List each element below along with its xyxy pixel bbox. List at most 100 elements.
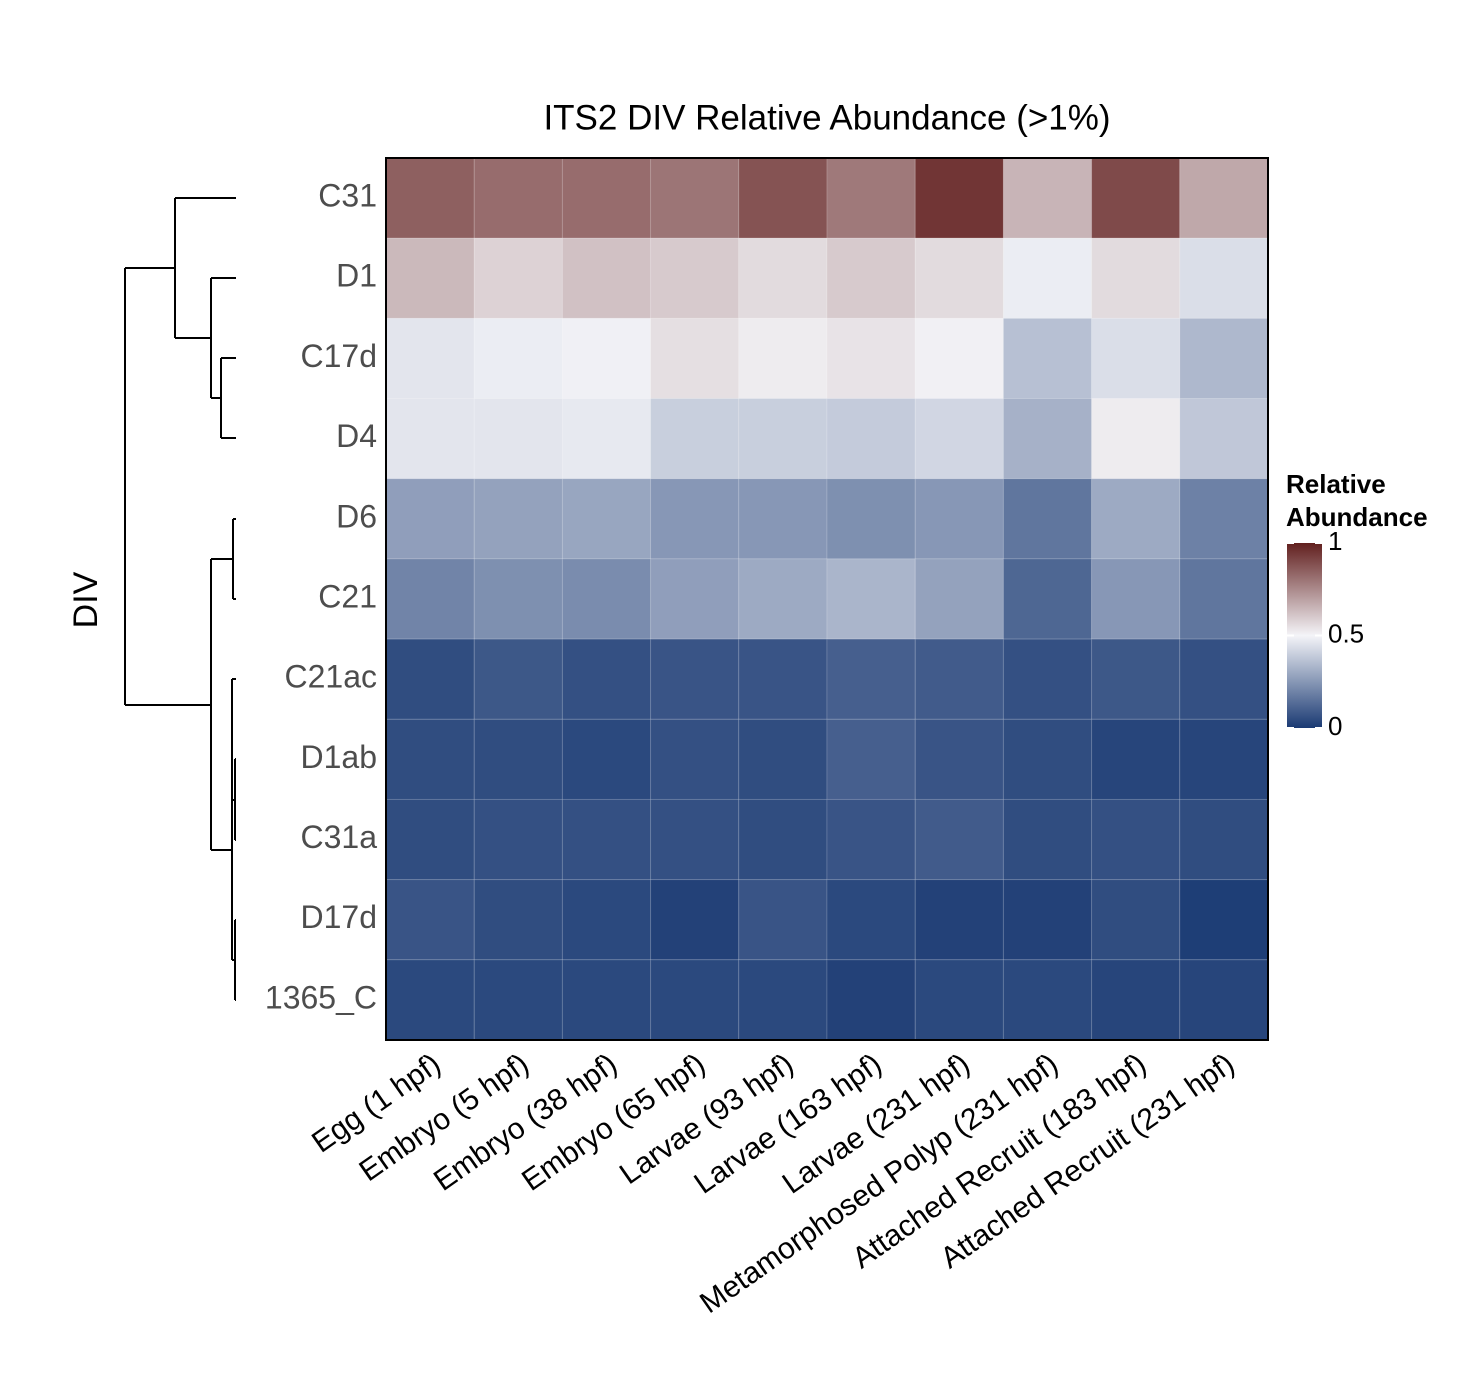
- heatmap-cell: [1091, 558, 1181, 640]
- heatmap-cell: [914, 478, 1004, 560]
- heatmap-cell: [1179, 638, 1269, 720]
- heatmap-cell: [1179, 157, 1269, 239]
- heatmap-cell: [561, 718, 652, 800]
- heatmap-cell: [473, 398, 563, 480]
- colorbar-tick-label: 0: [1328, 711, 1342, 741]
- dendrogram: [124, 197, 236, 1001]
- heatmap-cell: [473, 798, 563, 881]
- heatmap-cell: [385, 237, 475, 319]
- heatmap-cell: [738, 879, 828, 961]
- y-tick-label: C17d: [301, 338, 378, 374]
- heatmap-cell: [826, 718, 916, 800]
- heatmap-cell: [1179, 558, 1269, 640]
- heatmap-cell: [473, 237, 563, 319]
- heatmap-cell: [650, 718, 740, 800]
- heatmap-cell: [826, 478, 916, 560]
- heatmap-cell: [473, 317, 563, 400]
- heatmap-cell: [473, 718, 563, 800]
- heatmap-cell: [385, 478, 475, 560]
- heatmap-cell: [1179, 317, 1269, 400]
- heatmap-cell: [650, 638, 740, 720]
- heatmap-cell: [385, 879, 475, 961]
- heatmap-cell: [650, 558, 740, 640]
- heatmap-cell: [385, 398, 475, 480]
- heatmap-cell: [561, 157, 652, 239]
- heatmap-cell: [561, 959, 652, 1041]
- heatmap-cell: [1091, 237, 1181, 319]
- heatmap-cell: [826, 558, 916, 640]
- heatmap-cell: [473, 959, 563, 1041]
- heatmap-cell: [473, 478, 563, 560]
- y-tick-label: C21: [318, 578, 377, 614]
- heatmap-cell: [385, 317, 475, 400]
- heatmap-cell: [1002, 959, 1093, 1041]
- heatmap-cell: [1179, 478, 1269, 560]
- heatmap-cell: [914, 157, 1004, 239]
- chart-title: ITS2 DIV Relative Abundance (>1%): [543, 98, 1110, 137]
- heatmap-cell: [826, 959, 916, 1041]
- heatmap-cell: [1091, 798, 1181, 881]
- heatmap-cell: [1179, 718, 1269, 800]
- heatmap-cell: [1002, 237, 1093, 319]
- heatmap-cell: [1002, 317, 1093, 400]
- heatmap-cell: [1002, 798, 1093, 881]
- heatmap-cell: [561, 398, 652, 480]
- heatmap-cell: [1002, 638, 1093, 720]
- y-tick-label: D1ab: [301, 739, 378, 775]
- heatmap-cell: [738, 157, 828, 239]
- heatmap-cell: [914, 879, 1004, 961]
- heatmap-cell: [1002, 718, 1093, 800]
- heatmap-cell: [650, 398, 740, 480]
- heatmap-cell: [826, 879, 916, 961]
- heatmap-cell: [650, 879, 740, 961]
- heatmap-cell: [473, 638, 563, 720]
- heatmap-cell: [1091, 638, 1181, 720]
- heatmap-cell: [914, 798, 1004, 881]
- heatmap-cell: [650, 237, 740, 319]
- heatmap-cell: [1179, 237, 1269, 319]
- heatmap-cell: [914, 558, 1004, 640]
- heatmap-cell: [385, 558, 475, 640]
- plot-border: [385, 157, 1269, 1041]
- heatmap-cell: [1002, 478, 1093, 560]
- heatmap-cell: [1091, 478, 1181, 560]
- heatmap-cell: [1002, 879, 1093, 961]
- heatmap-cell: [650, 798, 740, 881]
- heatmap-cell: [473, 157, 563, 239]
- heatmap-cell: [385, 718, 475, 800]
- heatmap-cell: [1002, 558, 1093, 640]
- heatmap-cell: [914, 317, 1004, 400]
- heatmap-cell: [561, 478, 652, 560]
- heatmap-cell: [914, 638, 1004, 720]
- heatmap-cell: [561, 558, 652, 640]
- heatmap-cell: [650, 478, 740, 560]
- heatmap-cell: [561, 638, 652, 720]
- heatmap-cell: [738, 638, 828, 720]
- heatmap-cell: [561, 317, 652, 400]
- heatmap-cell: [826, 638, 916, 720]
- heatmap-cell: [738, 718, 828, 800]
- heatmap-cell: [1179, 959, 1269, 1041]
- y-tick-label: C31a: [301, 819, 378, 855]
- heatmap-cell: [1091, 718, 1181, 800]
- heatmap-cell: [650, 317, 740, 400]
- heatmap-cell: [914, 398, 1004, 480]
- heatmap-cell: [1091, 959, 1181, 1041]
- heatmap-cell: [1179, 879, 1269, 961]
- y-tick-label: C31: [318, 178, 377, 214]
- heatmap-cell: [826, 398, 916, 480]
- y-tick-label: D17d: [301, 899, 378, 935]
- heatmap-cell: [1091, 398, 1181, 480]
- y-tick-label: D6: [336, 498, 377, 534]
- heatmap-cell: [385, 798, 475, 881]
- heatmap-cell: [650, 959, 740, 1041]
- heatmap-cell: [385, 959, 475, 1041]
- y-axis-label: DIV: [67, 571, 105, 628]
- heatmap-cell: [738, 317, 828, 400]
- heatmap-cell: [650, 157, 740, 239]
- heatmap-cell: [1091, 157, 1181, 239]
- heatmap-cell: [385, 638, 475, 720]
- heatmap-cell: [561, 879, 652, 961]
- heatmap-cell: [473, 558, 563, 640]
